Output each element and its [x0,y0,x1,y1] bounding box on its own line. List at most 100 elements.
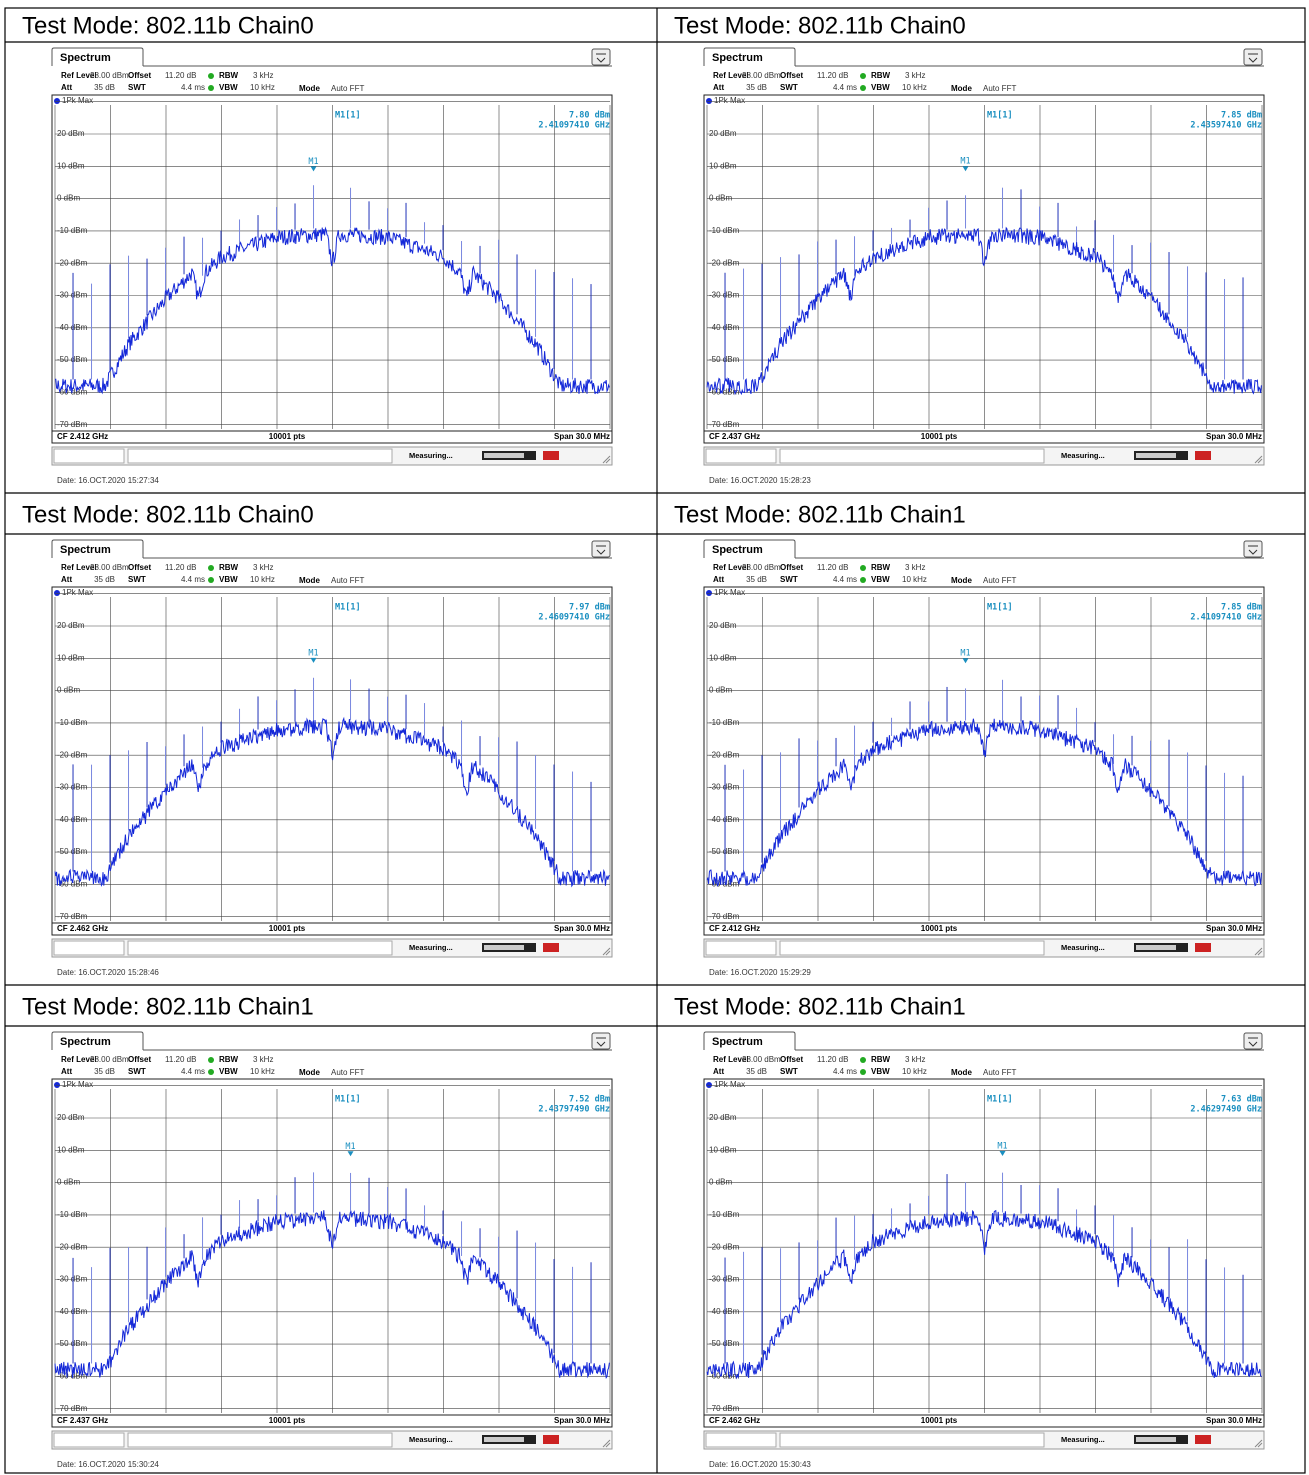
header-rbw: 3 kHz [253,71,273,80]
status-field [705,448,777,464]
header-ref-level-label: Ref Level [61,1055,97,1064]
tab [703,47,796,66]
header-ref-level: 28.00 dBm [90,71,129,80]
y-tick-label: -70 dBm [709,1404,740,1413]
resize-grip [602,947,611,956]
date: Date: 16.OCT.2020 15:27:34 [57,476,159,485]
header-vbw: 10 kHz [250,83,275,92]
header-att: 35 dB [94,1067,115,1076]
header-mode: Auto FFT [331,1068,364,1077]
trace-label: 1Pk Max [714,1080,745,1089]
status-dot [860,577,866,583]
points: 10001 pts [921,924,958,933]
status-dot [208,1069,214,1075]
header-att: 35 dB [746,575,767,584]
status-field [779,940,1045,956]
progress-fill [1136,453,1176,458]
indicator [543,1435,559,1444]
y-tick-label: -40 dBm [709,815,740,824]
menu-icon-glyph [596,53,606,63]
cell-title: Test Mode: 802.11b Chain0 [674,12,966,39]
y-tick-label: -10 dBm [709,1210,740,1219]
header-offset: 11.20 dB [817,563,848,572]
marker-triangle [310,657,317,663]
header-att-label: Att [61,83,72,92]
header-mode-label: Mode [951,576,972,585]
status-field [127,1432,393,1448]
y-tick-label: -60 dBm [709,388,740,397]
y-tick-label: 10 dBm [709,161,737,170]
points: 10001 pts [269,432,306,441]
marker-level: 7.52 dBm [569,1095,610,1105]
header-rbw: 3 kHz [905,71,925,80]
trace-dot [706,98,712,104]
status-dot [860,1057,866,1063]
y-tick-label: -30 dBm [57,291,88,300]
y-tick-label: -30 dBm [709,783,740,792]
menu-icon [1243,540,1263,558]
plot-frame [703,586,1265,936]
marker-readout: M1[1] [335,111,361,121]
tab [51,47,144,66]
status-dot [208,85,214,91]
trace [54,677,610,888]
y-tick-label: -10 dBm [57,718,88,727]
date: Date: 16.OCT.2020 15:28:46 [57,968,159,977]
header-mode: Auto FFT [331,576,364,585]
y-tick-label: -60 dBm [57,880,88,889]
marker-freq: 2.41097410 GHz [1190,613,1262,623]
status-field [779,448,1045,464]
header-vbw-label: VBW [871,1067,890,1076]
header-swt: 4.4 ms [833,83,857,92]
status-field [779,1432,1045,1448]
marker-freq: 2.46297490 GHz [1190,1105,1262,1115]
table-border [4,7,1306,1474]
tab-label: Spectrum [712,52,763,64]
status-text: Measuring... [1061,1435,1105,1444]
trace-dot [54,98,60,104]
y-tick-label: -20 dBm [57,1242,88,1251]
y-tick-label: -40 dBm [57,323,88,332]
header-vbw-label: VBW [219,83,238,92]
span: Span 30.0 MHz [1206,924,1262,933]
marker-readout: M1[1] [987,1095,1013,1105]
cell-title: Test Mode: 802.11b Chain1 [674,501,966,528]
cell: Test Mode: 802.11b Chain0 Spectrum Ref Lev… [22,12,613,485]
tab-label: Spectrum [60,544,111,556]
trace-line [706,1209,1262,1380]
header-ref-level: 28.00 dBm [742,71,781,80]
header-mode-label: Mode [299,1068,320,1077]
status-dot [860,85,866,91]
header-ref-level-label: Ref Level [713,1055,749,1064]
header-att-label: Att [713,83,724,92]
indicator [1195,451,1211,460]
y-tick-label: -50 dBm [709,1339,740,1348]
status-dot [208,565,214,571]
status-text: Measuring... [1061,943,1105,952]
header-vbw: 10 kHz [902,83,927,92]
marker-readout: M1[1] [335,1095,361,1105]
status-text: Measuring... [409,451,453,460]
header-ref-level: 28.00 dBm [90,1055,129,1064]
span: Span 30.0 MHz [554,432,610,441]
header-offset: 11.20 dB [817,1055,848,1064]
marker-triangle [310,166,317,172]
y-tick-label: -70 dBm [709,420,740,429]
points: 10001 pts [921,1416,958,1425]
marker-readout: M1[1] [987,603,1013,613]
marker-label: M1 [960,157,970,167]
y-tick-label: -10 dBm [57,1210,88,1219]
header-vbw-label: VBW [871,83,890,92]
y-tick-label: 20 dBm [709,129,737,138]
trace [706,679,1262,887]
tab-label: Spectrum [712,544,763,556]
header-swt: 4.4 ms [181,83,205,92]
y-tick-label: -10 dBm [709,718,740,727]
cell: Test Mode: 802.11b Chain0 Spectrum Ref Lev… [674,12,1265,485]
tab [703,539,796,558]
header-offset-label: Offset [780,563,803,572]
header-ref-level-label: Ref Level [61,563,97,572]
resize-grip [1254,1439,1263,1448]
header-rbw-label: RBW [219,1055,239,1064]
marker-label: M1 [308,157,318,167]
